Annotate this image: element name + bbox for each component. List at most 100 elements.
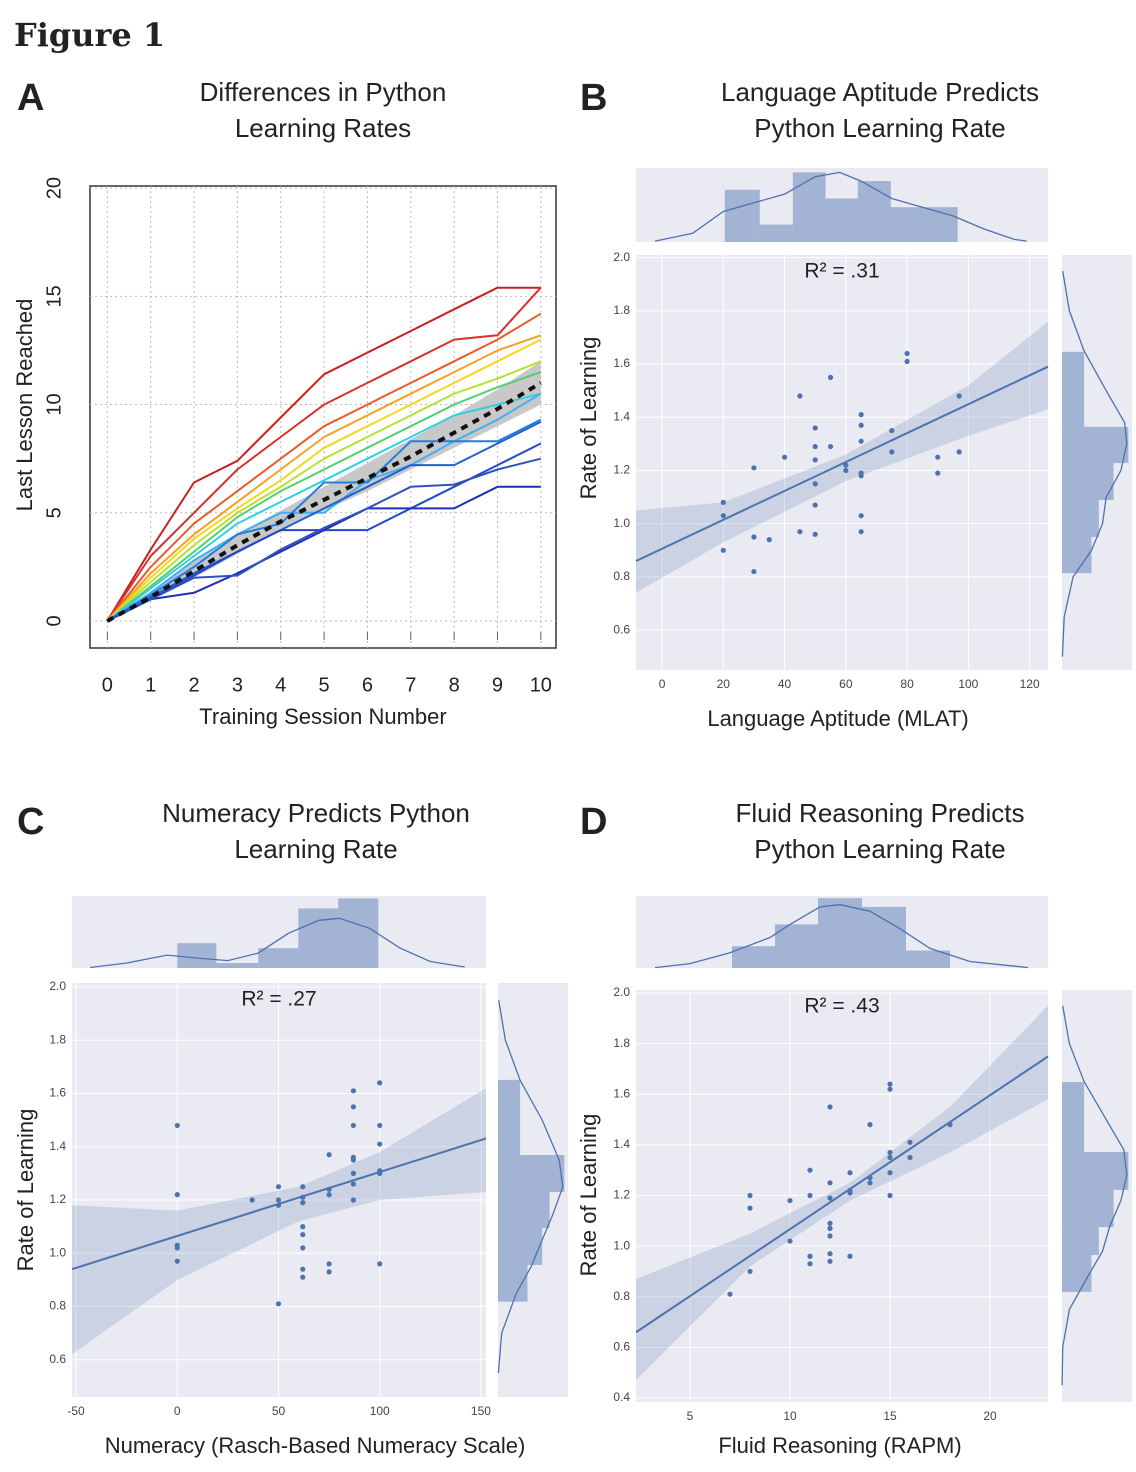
y-tick-label: 1.0 [49, 1245, 66, 1259]
point [858, 529, 864, 535]
point [867, 1175, 873, 1181]
y-tick-label: 20 [43, 177, 65, 199]
line [106, 360, 542, 622]
figure-title: Figure 1 [14, 16, 165, 54]
y-axis-label: Rate of Learning [576, 337, 601, 500]
hist-bar [792, 172, 826, 242]
y-tick-label: 0.8 [613, 569, 630, 583]
hist-bar [1062, 463, 1114, 501]
x-tick-label: 0 [659, 677, 666, 691]
point [747, 1205, 753, 1211]
point [326, 1152, 332, 1158]
hist-bar [1062, 426, 1129, 464]
point [377, 1141, 383, 1147]
hist-bar [498, 1154, 565, 1192]
y-tick-label: 1.4 [49, 1139, 66, 1153]
confidence-band [636, 321, 1048, 593]
point [174, 1258, 180, 1264]
x-tick-label: 4 [275, 674, 286, 696]
point [350, 1088, 356, 1094]
hist-bar [498, 1079, 521, 1155]
point [797, 529, 803, 535]
mean-line [106, 381, 542, 623]
kde-line [1061, 1005, 1128, 1386]
hist-bar [498, 1227, 543, 1265]
line [106, 334, 542, 622]
hist-bar [338, 898, 379, 968]
point [326, 1192, 332, 1198]
line [106, 312, 542, 622]
y-tick-label: 1.0 [613, 516, 630, 530]
point [812, 531, 818, 537]
y-axis-label: Rate of Learning [576, 1114, 601, 1277]
point [887, 1154, 893, 1161]
x-tick-label: 7 [405, 674, 416, 696]
hist-bar [759, 224, 793, 242]
hist-bar [498, 1264, 528, 1302]
point [350, 1104, 356, 1110]
point [812, 457, 818, 463]
point [174, 1122, 180, 1129]
x-axis-label: Fluid Reasoning (RAPM) [718, 1433, 961, 1458]
line [106, 457, 542, 622]
marginal-area [636, 896, 1048, 968]
x-tick-label: 6 [362, 674, 373, 696]
point [720, 499, 726, 506]
x-tick-label: 20 [983, 1409, 997, 1423]
x-axis-label: Training Session Number [199, 704, 446, 729]
y-tick-label: 5 [43, 507, 65, 518]
kde-line [654, 904, 1029, 969]
point [867, 1122, 873, 1128]
y-tick-label: 2.0 [613, 985, 630, 999]
annotation: R² = .43 [804, 995, 879, 1018]
point [807, 1167, 813, 1173]
point [847, 1170, 853, 1176]
x-tick-label: -50 [67, 1404, 85, 1418]
point [812, 443, 818, 450]
point [843, 467, 849, 474]
y-tick-label: 1.4 [613, 1137, 630, 1151]
point [720, 513, 726, 519]
line [106, 418, 542, 622]
y-tick-label: 0.8 [49, 1299, 66, 1313]
point [827, 1180, 833, 1186]
line [106, 371, 542, 622]
point [350, 1122, 356, 1129]
y-tick-label: 1.0 [613, 1238, 630, 1252]
point [858, 473, 864, 479]
point [300, 1200, 306, 1206]
point [300, 1266, 306, 1272]
hist-bar [1062, 1227, 1099, 1255]
point [956, 449, 962, 455]
y-tick-label: 15 [43, 285, 65, 307]
hist-bar [1062, 351, 1085, 427]
x-tick-label: 3 [232, 674, 243, 696]
point [812, 481, 818, 487]
y-tick-label: 0 [43, 615, 65, 626]
hist-bar [1062, 1254, 1092, 1292]
line [106, 287, 542, 622]
kde-line [654, 171, 1027, 242]
x-tick-label: 0 [174, 1404, 181, 1418]
point [350, 1170, 356, 1176]
point [807, 1261, 813, 1267]
panel-letter: C [17, 801, 44, 843]
point [867, 1180, 873, 1186]
point [827, 1225, 833, 1231]
hist-bar [825, 198, 858, 242]
point [827, 1251, 833, 1257]
x-axis-label: Numeracy (Rasch-Based Numeracy Scale) [105, 1433, 526, 1458]
point [887, 1192, 893, 1199]
point [907, 1154, 913, 1161]
point [781, 454, 788, 460]
point [174, 1245, 180, 1251]
point [300, 1224, 306, 1230]
point [827, 1258, 833, 1264]
hist-bar [862, 906, 906, 968]
line [106, 338, 542, 622]
point [827, 374, 834, 380]
marginal-area [1062, 990, 1132, 1402]
point [377, 1122, 383, 1129]
x-tick-label: 9 [492, 674, 503, 696]
